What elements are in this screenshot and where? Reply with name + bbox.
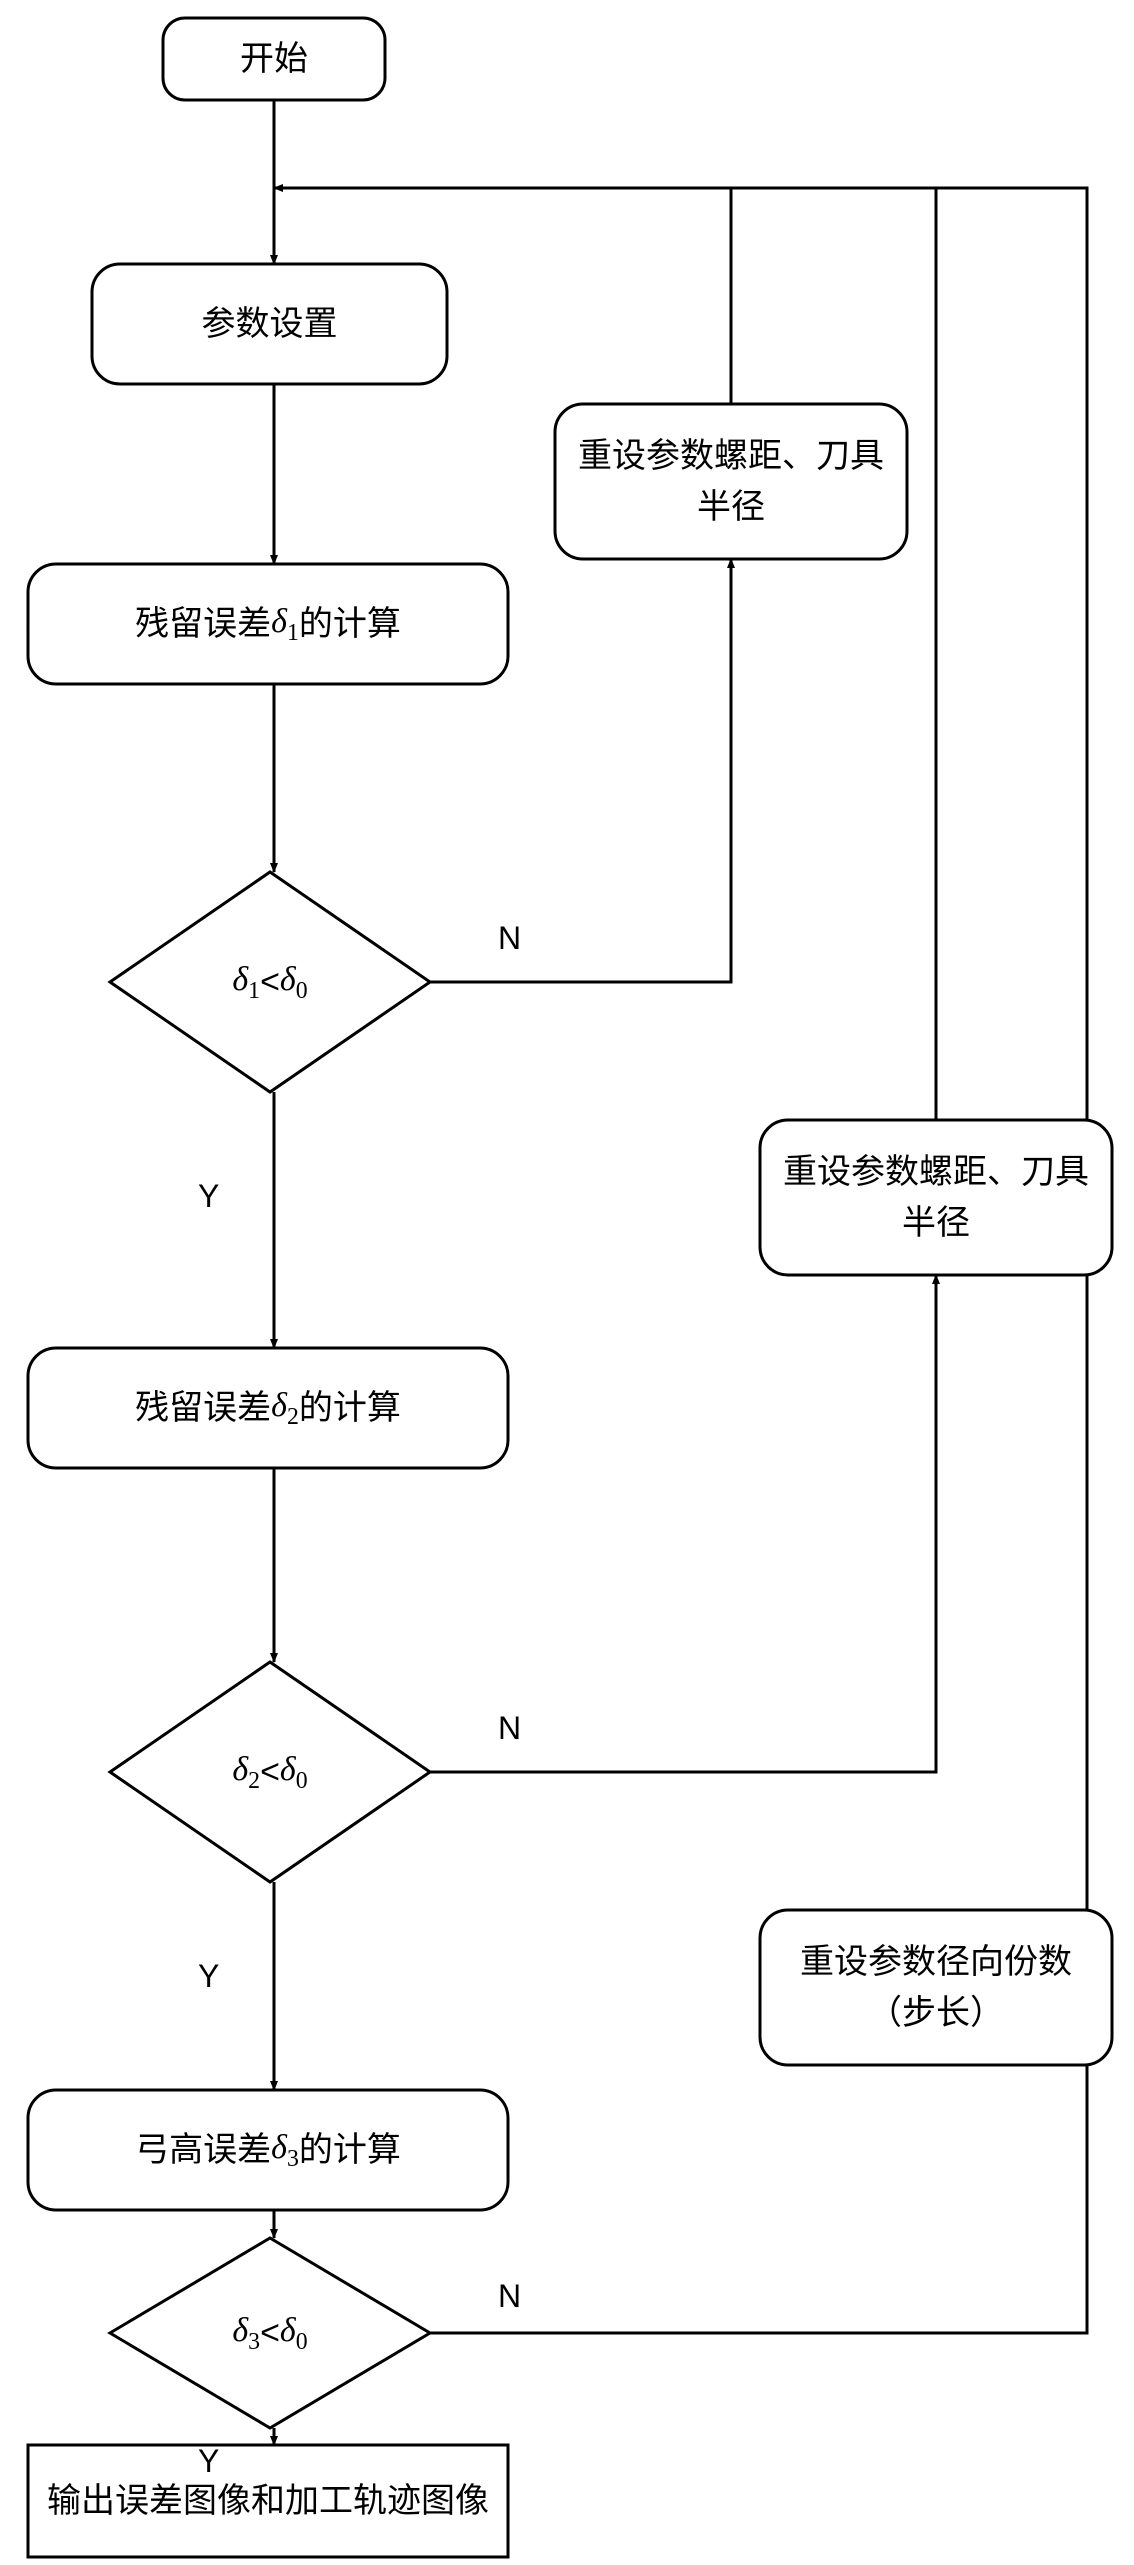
branch-label-3: Y — [198, 1958, 219, 1995]
node-label-reset1: 重设参数螺距、刀具半径 — [565, 404, 897, 559]
node-label-decision1: δ1 < δ0 — [158, 916, 382, 1048]
node-label-calc_delta2: 残留误差 δ2 的计算 — [38, 1348, 498, 1468]
node-label-reset2: 重设参数螺距、刀具半径 — [770, 1120, 1102, 1275]
node-label-param_set: 参数设置 — [102, 264, 437, 384]
branch-label-2: N — [498, 1710, 521, 1747]
node-label-decision2: δ2 < δ0 — [158, 1706, 382, 1838]
edge-10 — [430, 1275, 936, 1772]
branch-label-4: N — [498, 2278, 521, 2315]
node-label-calc_delta3: 弓高误差 δ3 的计算 — [38, 2090, 498, 2210]
node-label-calc_delta1: 残留误差 δ1 的计算 — [38, 564, 498, 684]
node-label-reset3: 重设参数径向份数（步长） — [770, 1910, 1102, 2065]
node-label-start: 开始 — [173, 18, 375, 100]
node-label-output: 输出误差图像和加工轨迹图像 — [38, 2445, 498, 2557]
branch-label-0: N — [498, 920, 521, 957]
branch-label-1: Y — [198, 1178, 219, 1215]
node-label-decision3: δ3 < δ0 — [158, 2276, 382, 2390]
branch-label-5: Y — [198, 2443, 219, 2480]
